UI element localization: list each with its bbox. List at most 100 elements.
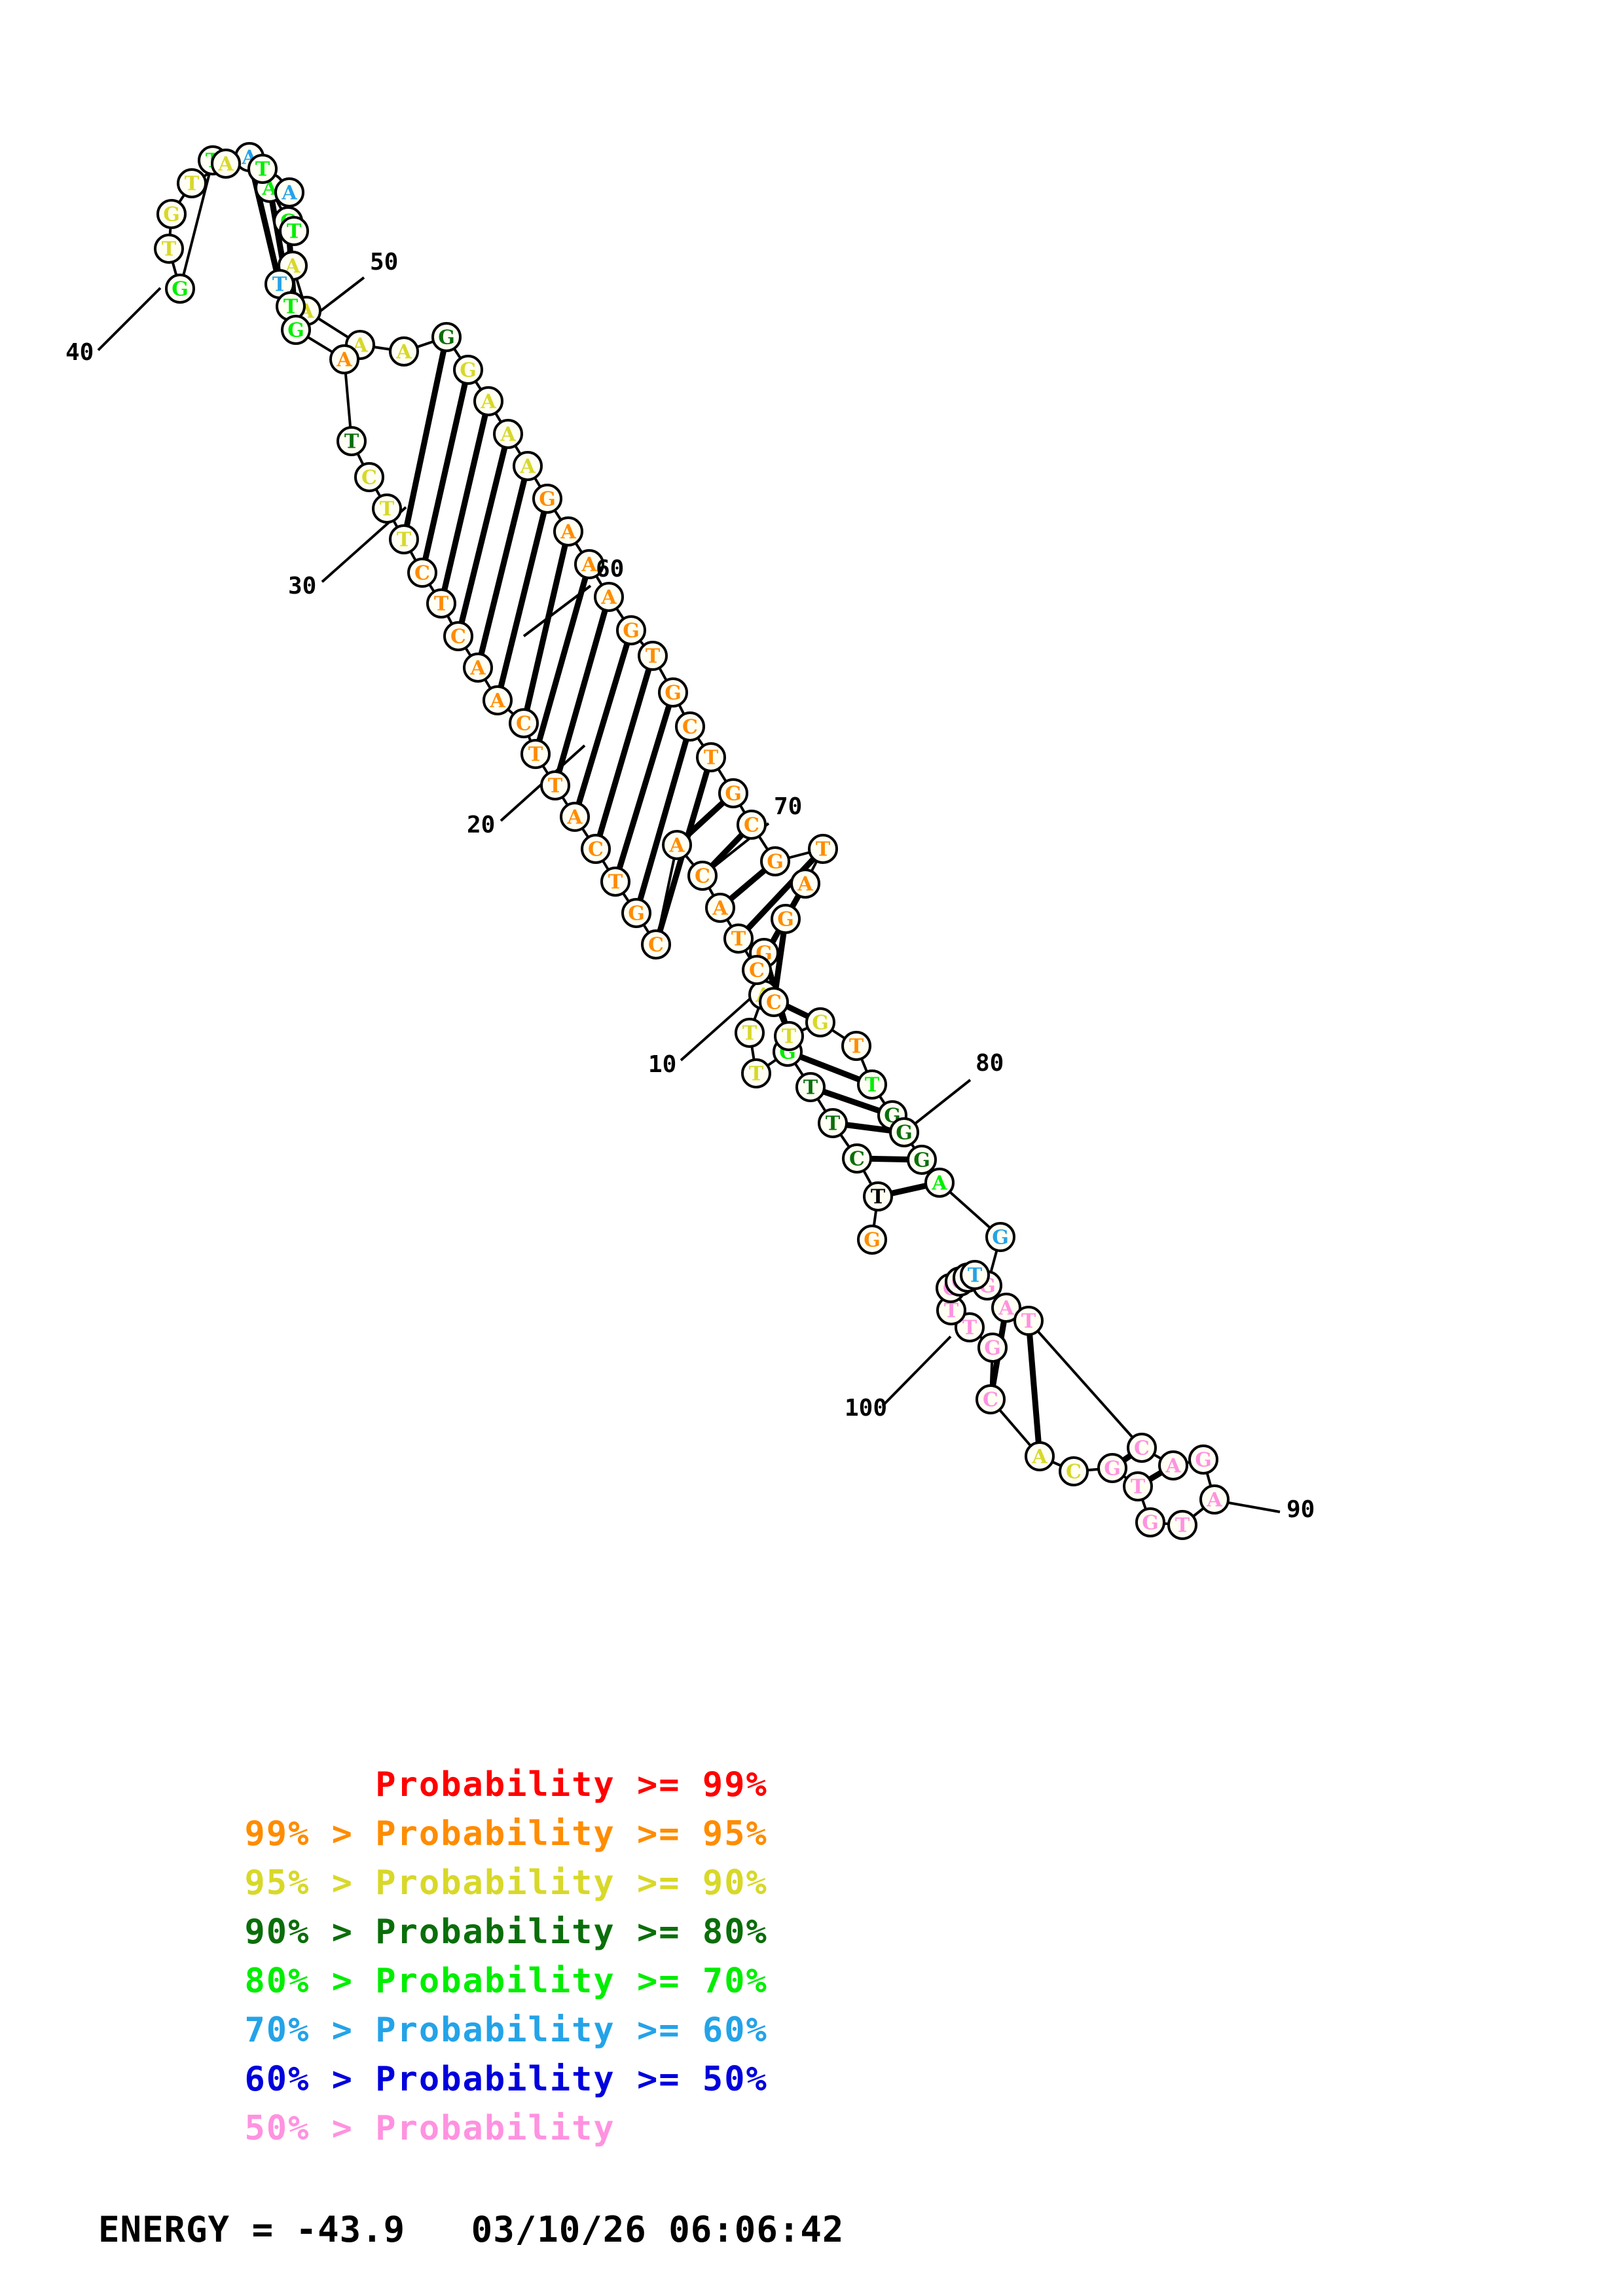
nucleotide-node[interactable]: T — [638, 641, 668, 671]
nucleotide-node[interactable]: A — [274, 177, 304, 207]
nucleotide-circle[interactable] — [279, 216, 309, 246]
nucleotide-circle[interactable] — [560, 802, 590, 832]
nucleotide-node[interactable]: T — [426, 588, 456, 619]
nucleotide-node[interactable]: T — [723, 924, 754, 954]
nucleotide-node[interactable]: G — [281, 315, 311, 345]
nucleotide-node[interactable]: A — [329, 344, 359, 374]
nucleotide-node[interactable]: T — [600, 867, 630, 897]
nucleotide-node[interactable]: G — [431, 322, 462, 352]
nucleotide-node[interactable]: T — [1013, 1306, 1044, 1336]
nucleotide-circle[interactable] — [156, 199, 187, 229]
nucleotide-circle[interactable] — [493, 419, 523, 449]
nucleotide-circle[interactable] — [977, 1333, 1008, 1363]
nucleotide-node[interactable]: G — [760, 846, 790, 876]
nucleotide-node[interactable]: A — [211, 149, 241, 179]
nucleotide-circle[interactable] — [771, 904, 801, 934]
nucleotide-node[interactable]: T — [741, 1058, 771, 1088]
nucleotide-node[interactable]: C — [443, 621, 473, 651]
nucleotide-circle[interactable] — [742, 955, 772, 985]
nucleotide-node[interactable]: C — [737, 810, 767, 840]
nucleotide-nodes[interactable]: GTCTTGTTAGGATGCGTCGTGAAAGAAAGGAAAACAATGT… — [154, 142, 1230, 1540]
nucleotide-node[interactable]: A — [560, 802, 590, 832]
nucleotide-circle[interactable] — [247, 154, 278, 184]
nucleotide-node[interactable]: A — [463, 653, 493, 683]
secondary-structure-canvas[interactable]: GTCTTGTTAGGATGCGTCGTGAAAGAAAGGAAAACAATGT… — [0, 0, 1623, 1702]
nucleotide-node[interactable]: G — [165, 274, 195, 304]
nucleotide-circle[interactable] — [960, 1260, 990, 1290]
nucleotide-circle[interactable] — [177, 168, 207, 198]
nucleotide-circle[interactable] — [805, 1007, 835, 1037]
nucleotide-node[interactable]: A — [513, 451, 543, 481]
nucleotide-node[interactable]: C — [1059, 1456, 1089, 1486]
nucleotide-circle[interactable] — [774, 1021, 804, 1051]
nucleotide-node[interactable]: T — [960, 1260, 990, 1290]
nucleotide-node[interactable]: G — [771, 904, 801, 934]
nucleotide-circle[interactable] — [274, 177, 304, 207]
nucleotide-circle[interactable] — [389, 336, 419, 367]
nucleotide-circle[interactable] — [1127, 1433, 1157, 1463]
nucleotide-circle[interactable] — [658, 677, 688, 708]
nucleotide-circle[interactable] — [1135, 1507, 1165, 1537]
nucleotide-node[interactable]: C — [581, 834, 611, 864]
nucleotide-node[interactable]: C — [354, 462, 384, 492]
nucleotide-node[interactable]: A — [991, 1293, 1021, 1323]
nucleotide-circle[interactable] — [354, 462, 384, 492]
nucleotide-circle[interactable] — [372, 493, 402, 524]
nucleotide-circle[interactable] — [808, 834, 838, 864]
nucleotide-circle[interactable] — [165, 274, 195, 304]
nucleotide-node[interactable]: G — [156, 199, 187, 229]
nucleotide-circle[interactable] — [741, 1058, 771, 1088]
nucleotide-node[interactable]: G — [453, 355, 483, 385]
nucleotide-circle[interactable] — [594, 582, 624, 612]
nucleotide-node[interactable]: T — [1167, 1510, 1197, 1540]
nucleotide-circle[interactable] — [907, 1145, 937, 1175]
nucleotide-circle[interactable] — [759, 987, 789, 1017]
nucleotide-node[interactable]: G — [616, 615, 646, 645]
nucleotide-node[interactable]: C — [407, 558, 437, 588]
nucleotide-circle[interactable] — [463, 653, 493, 683]
nucleotide-node[interactable]: C — [509, 708, 539, 738]
nucleotide-circle[interactable] — [553, 516, 583, 547]
nucleotide-node[interactable]: G — [907, 1145, 937, 1175]
nucleotide-circle[interactable] — [723, 924, 754, 954]
nucleotide-circle[interactable] — [641, 929, 671, 960]
nucleotide-node[interactable]: G — [718, 778, 748, 808]
nucleotide-node[interactable]: G — [532, 484, 562, 514]
nucleotide-circle[interactable] — [574, 549, 604, 579]
nucleotide-node[interactable]: T — [696, 742, 726, 772]
nucleotide-node[interactable]: G — [805, 1007, 835, 1037]
nucleotide-circle[interactable] — [443, 621, 473, 651]
nucleotide-circle[interactable] — [407, 558, 437, 588]
nucleotide-node[interactable]: C — [759, 987, 789, 1017]
nucleotide-node[interactable]: T — [154, 234, 184, 264]
nucleotide-circle[interactable] — [389, 524, 419, 554]
nucleotide-node[interactable]: T — [735, 1018, 765, 1048]
nucleotide-circle[interactable] — [1097, 1453, 1127, 1483]
nucleotide-node[interactable]: G — [977, 1333, 1008, 1363]
nucleotide-node[interactable]: T — [279, 216, 309, 246]
nucleotide-circle[interactable] — [857, 1225, 887, 1255]
nucleotide-circle[interactable] — [718, 778, 748, 808]
nucleotide-node[interactable]: A — [483, 685, 513, 715]
nucleotide-node[interactable]: A — [1025, 1441, 1055, 1471]
nucleotide-circle[interactable] — [924, 1168, 955, 1198]
nucleotide-node[interactable]: A — [705, 893, 735, 923]
nucleotide-node[interactable]: T — [795, 1072, 826, 1102]
nucleotide-circle[interactable] — [616, 615, 646, 645]
nucleotide-node[interactable]: A — [493, 419, 523, 449]
nucleotide-node[interactable]: G — [889, 1117, 919, 1147]
nucleotide-circle[interactable] — [520, 739, 551, 769]
nucleotide-node[interactable]: C — [842, 1143, 872, 1174]
nucleotide-node[interactable]: T — [808, 834, 838, 864]
nucleotide-node[interactable]: T — [818, 1108, 848, 1138]
nucleotide-node[interactable]: G — [1188, 1444, 1218, 1475]
nucleotide-node[interactable]: T — [955, 1312, 985, 1342]
nucleotide-node[interactable]: G — [621, 898, 651, 928]
nucleotide-node[interactable]: G — [857, 1225, 887, 1255]
nucleotide-node[interactable]: T — [264, 269, 295, 299]
nucleotide-node[interactable]: A — [1199, 1484, 1230, 1515]
nucleotide-circle[interactable] — [329, 344, 359, 374]
nucleotide-circle[interactable] — [600, 867, 630, 897]
nucleotide-node[interactable]: C — [1127, 1433, 1157, 1463]
nucleotide-circle[interactable] — [696, 742, 726, 772]
